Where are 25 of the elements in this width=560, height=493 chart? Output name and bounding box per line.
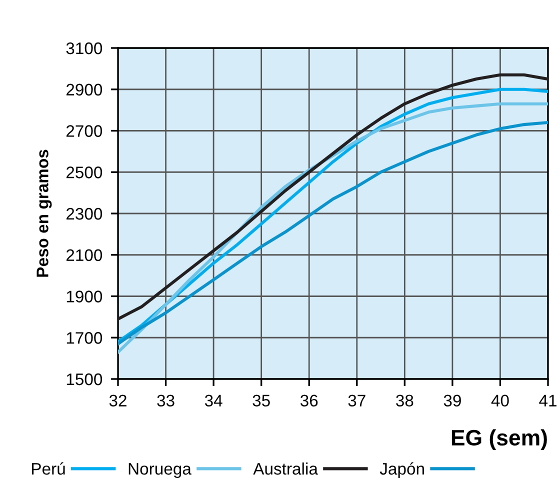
- y-tick-label: 2100: [66, 249, 102, 262]
- y-tick-label: 2900: [66, 84, 102, 96]
- x-tick-label: 39: [444, 394, 461, 407]
- legend-label: Australia: [253, 462, 318, 475]
- legend-label: Noruega: [128, 463, 192, 478]
- y-tick-label: 3100: [66, 42, 102, 54]
- legend-label: Japón: [380, 462, 424, 478]
- x-tick-label: 34: [204, 394, 222, 407]
- x-tick-label: 32: [109, 394, 126, 407]
- legend-label: Perú: [32, 462, 65, 475]
- y-tick-label: 1900: [66, 290, 102, 302]
- y-tick-label: 2700: [66, 125, 102, 137]
- y-axis-title: Peso en gramos: [36, 150, 52, 277]
- y-tick-label: 2300: [66, 208, 102, 220]
- x-tick-label: 37: [348, 394, 366, 407]
- x-axis-title: EG (sem): [452, 429, 547, 450]
- y-tick-label: 2500: [66, 166, 102, 178]
- y-tick-label: 1500: [66, 373, 102, 386]
- x-tick-label: 36: [300, 394, 318, 407]
- x-tick-label: 33: [157, 394, 174, 407]
- x-tick-label: 41: [539, 394, 556, 406]
- x-tick-label: 38: [396, 394, 414, 407]
- y-tick-label: 1700: [66, 332, 102, 344]
- x-tick-label: 35: [252, 394, 270, 407]
- x-tick-label: 40: [491, 394, 509, 407]
